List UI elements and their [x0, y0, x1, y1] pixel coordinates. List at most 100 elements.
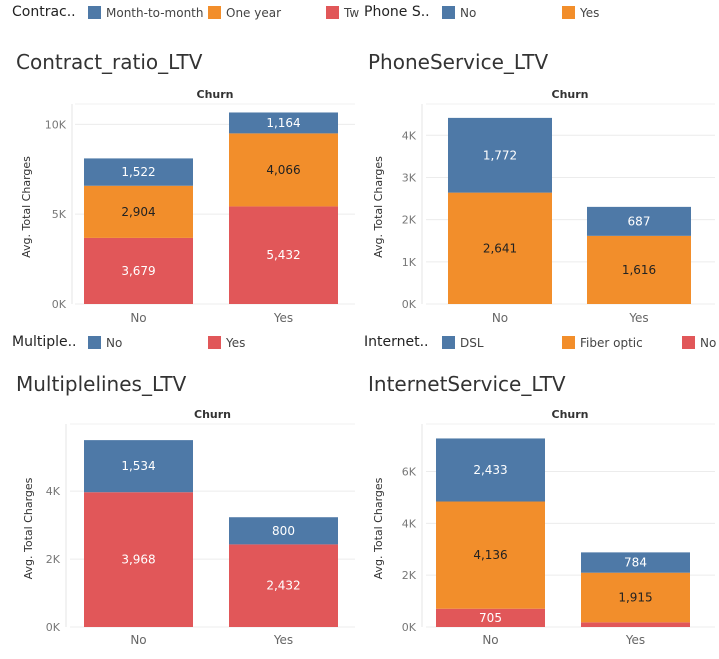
data-label: 687 [628, 214, 651, 228]
multiplelines-legend-yes[interactable]: Yes [208, 336, 245, 350]
legend-swatch [208, 6, 221, 19]
data-label: 1,164 [266, 116, 300, 130]
x-category-label: Yes [273, 633, 293, 647]
phoneservice-panel: Phone S.. No Yes PhoneService_LTV Churn … [360, 0, 719, 330]
data-label: 1,616 [622, 263, 656, 277]
data-label: 705 [479, 611, 502, 625]
bar-segment [448, 192, 552, 304]
y-tick-label: 6K [402, 465, 417, 478]
legend-swatch [562, 6, 575, 19]
bar-segment [84, 440, 193, 493]
data-label: 4,136 [473, 548, 507, 562]
legend-label: No [700, 336, 717, 350]
bar-segment [84, 237, 193, 304]
legend-label: Month-to-month [106, 6, 204, 20]
contract-legend: Contrac.. Month-to-month One year Tw [12, 0, 360, 22]
y-tick-label: 3K [402, 171, 417, 184]
phoneservice-legend-no[interactable]: No [442, 6, 476, 20]
legend-swatch [442, 6, 455, 19]
contract-title: Contract_ratio_LTV [16, 50, 203, 74]
legend-swatch [442, 336, 455, 349]
internetservice-chart: 0K 2K 4K 6K Avg. Total Charges 705 4,136 2,433 N… [372, 423, 715, 647]
legend-label: Yes [580, 6, 600, 20]
data-label: 2,432 [266, 579, 300, 593]
data-label: 3,679 [121, 264, 155, 278]
y-tick-label: 2K [402, 214, 417, 227]
legend-label: Fiber optic [580, 336, 643, 350]
internetservice-legend-fiber[interactable]: Fiber optic [562, 336, 643, 350]
x-category-label: No [482, 633, 498, 647]
x-category-label: No [130, 633, 146, 647]
y-axis-label: Avg. Total Charges [372, 477, 385, 579]
legend-label: No [106, 336, 123, 350]
bar-segment [436, 608, 545, 627]
y-tick-label: 10K [45, 118, 67, 131]
y-tick-label: 4K [402, 517, 417, 530]
bar-segment [436, 438, 545, 502]
legend-swatch [562, 336, 575, 349]
contract-churn-header: Churn [196, 88, 234, 101]
y-tick-label: 0K [402, 621, 417, 634]
y-axis-label: Avg. Total Charges [22, 477, 35, 579]
bar-segment [587, 235, 691, 304]
contract-legend-twoyear[interactable]: Tw [326, 6, 359, 20]
data-label: 1,772 [483, 148, 517, 162]
data-label: 2,433 [473, 463, 507, 477]
internetservice-legend: Internet.. DSL Fiber optic No [364, 330, 719, 352]
data-label: 3,968 [121, 553, 155, 567]
internetservice-legend-no[interactable]: No [682, 336, 716, 350]
legend-swatch [208, 336, 221, 349]
multiplelines-legend-title: Multiple.. [12, 334, 77, 350]
bar-segment [84, 158, 193, 186]
x-category-label: Yes [625, 633, 645, 647]
y-tick-label: 2K [46, 553, 61, 566]
bar-segment [229, 544, 338, 627]
bar-segment [84, 185, 193, 238]
legend-label: One year [226, 6, 282, 20]
data-label: 2,641 [483, 241, 517, 255]
y-tick-label: 0K [46, 621, 61, 634]
phoneservice-title: PhoneService_LTV [368, 50, 549, 74]
internetservice-churn-header: Churn [551, 408, 589, 421]
contract-legend-month[interactable]: Month-to-month [88, 6, 204, 20]
contract-legend-title: Contrac.. [12, 4, 76, 20]
contract-legend-oneyear[interactable]: One year [208, 6, 281, 20]
data-label: 1,534 [121, 459, 155, 473]
bar-segment [587, 206, 691, 236]
phoneservice-legend-yes[interactable]: Yes [562, 6, 599, 20]
y-tick-label: 0K [402, 298, 417, 311]
data-label: 784 [624, 556, 647, 570]
bar-segment [581, 622, 690, 627]
y-tick-label: 0K [52, 298, 67, 311]
contract-chart: 0K 5K 10K Avg. Total Charges 3,679 2,904 1,522… [20, 103, 355, 325]
multiplelines-legend: Multiple.. No Yes [12, 330, 360, 352]
legend-label: No [460, 6, 477, 20]
y-tick-label: 2K [402, 569, 417, 582]
phoneservice-chart: 0K 1K 2K 3K 4K Avg. Total Charges 2,641 1,772 No… [372, 103, 715, 325]
internetservice-panel: Internet.. DSL Fiber optic No InternetSe… [360, 330, 719, 659]
internetservice-legend-dsl[interactable]: DSL [442, 336, 484, 350]
multiplelines-chart: 0K 2K 4K Avg. Total Charges 3,968 1,534 No 2,43… [22, 423, 355, 647]
legend-swatch [326, 6, 339, 19]
x-category-label: No [492, 311, 508, 325]
x-category-label: Yes [628, 311, 648, 325]
multiplelines-legend-no[interactable]: No [88, 336, 122, 350]
multiplelines-panel: Multiple.. No Yes Multiplelines_LTV Chur… [0, 330, 360, 659]
legend-label: Tw [344, 6, 360, 20]
contract-panel: Contrac.. Month-to-month One year Tw Con… [0, 0, 360, 330]
y-tick-label: 5K [52, 208, 67, 221]
legend-swatch [88, 336, 101, 349]
internetservice-title: InternetService_LTV [368, 372, 566, 396]
legend-label: Yes [226, 336, 246, 350]
y-tick-label: 4K [46, 485, 61, 498]
bar-segment [229, 517, 338, 545]
bar-segment [448, 117, 552, 193]
data-label: 2,904 [121, 205, 155, 219]
data-label: 4,066 [266, 163, 300, 177]
x-category-label: Yes [273, 311, 293, 325]
x-category-label: No [130, 311, 146, 325]
y-tick-label: 1K [402, 256, 417, 269]
phoneservice-churn-header: Churn [551, 88, 589, 101]
multiplelines-churn-header: Churn [194, 408, 231, 421]
y-axis-label: Avg. Total Charges [20, 156, 33, 258]
